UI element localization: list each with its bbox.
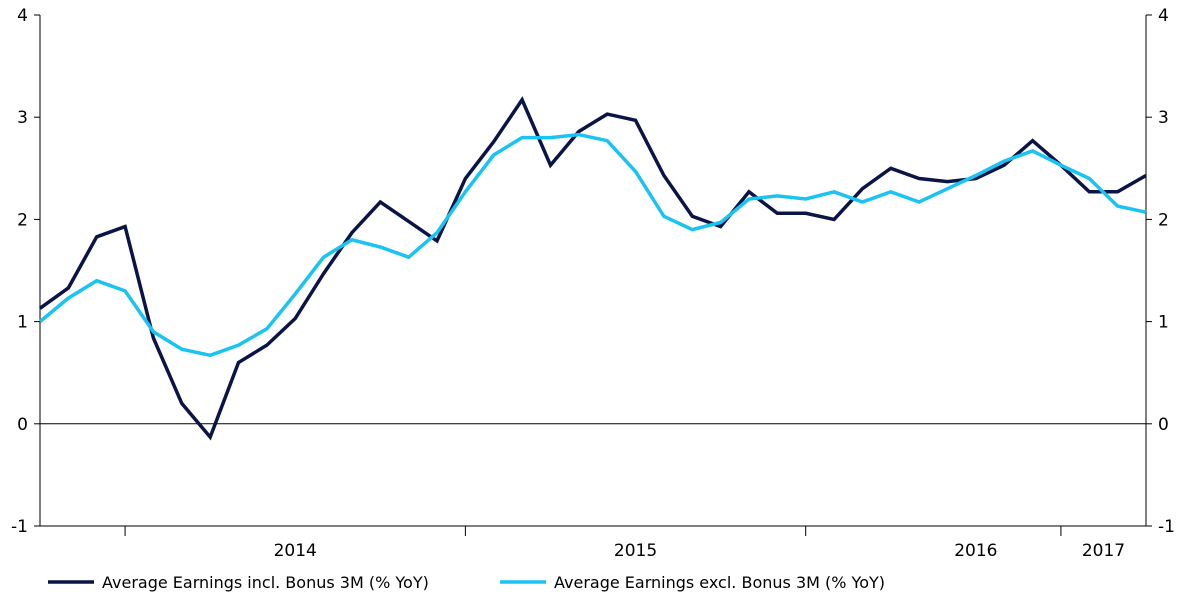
x-tick-label: 2017 — [1082, 541, 1125, 561]
x-tick-label: 2016 — [954, 541, 997, 561]
x-tick-label: 2015 — [614, 541, 657, 561]
y-tick-label-left: 0 — [17, 415, 28, 435]
y-tick-label-left: 4 — [17, 6, 28, 26]
y-tick-label-left: 1 — [17, 313, 28, 333]
y-tick-label-right: 1 — [1158, 313, 1169, 333]
legend-label-1: Average Earnings incl. Bonus 3M (% YoY) — [102, 573, 429, 592]
x-tick-label: 2014 — [274, 541, 317, 561]
legend: Average Earnings incl. Bonus 3M (% YoY) A… — [48, 573, 885, 592]
y-tick-label-right: 4 — [1158, 6, 1169, 26]
series-line-2 — [38, 132, 1147, 358]
legend-label-2: Average Earnings excl. Bonus 3M (% YoY) — [554, 573, 885, 592]
y-tick-label-left: 3 — [17, 108, 28, 128]
y-tick-label-left: 2 — [17, 210, 28, 230]
y-tick-label-right: -1 — [1158, 517, 1175, 537]
series-layer — [38, 96, 1147, 441]
y-tick-label-right: 0 — [1158, 415, 1169, 435]
series-line-1 — [38, 96, 1147, 441]
axes: -1 -1 0 0 1 1 2 2 3 3 4 4 2014 2015 2016 2017 — [11, 6, 1175, 561]
y-tick-label-right: 3 — [1158, 108, 1169, 128]
y-tick-label-left: -1 — [11, 517, 28, 537]
y-tick-label-right: 2 — [1158, 210, 1169, 230]
